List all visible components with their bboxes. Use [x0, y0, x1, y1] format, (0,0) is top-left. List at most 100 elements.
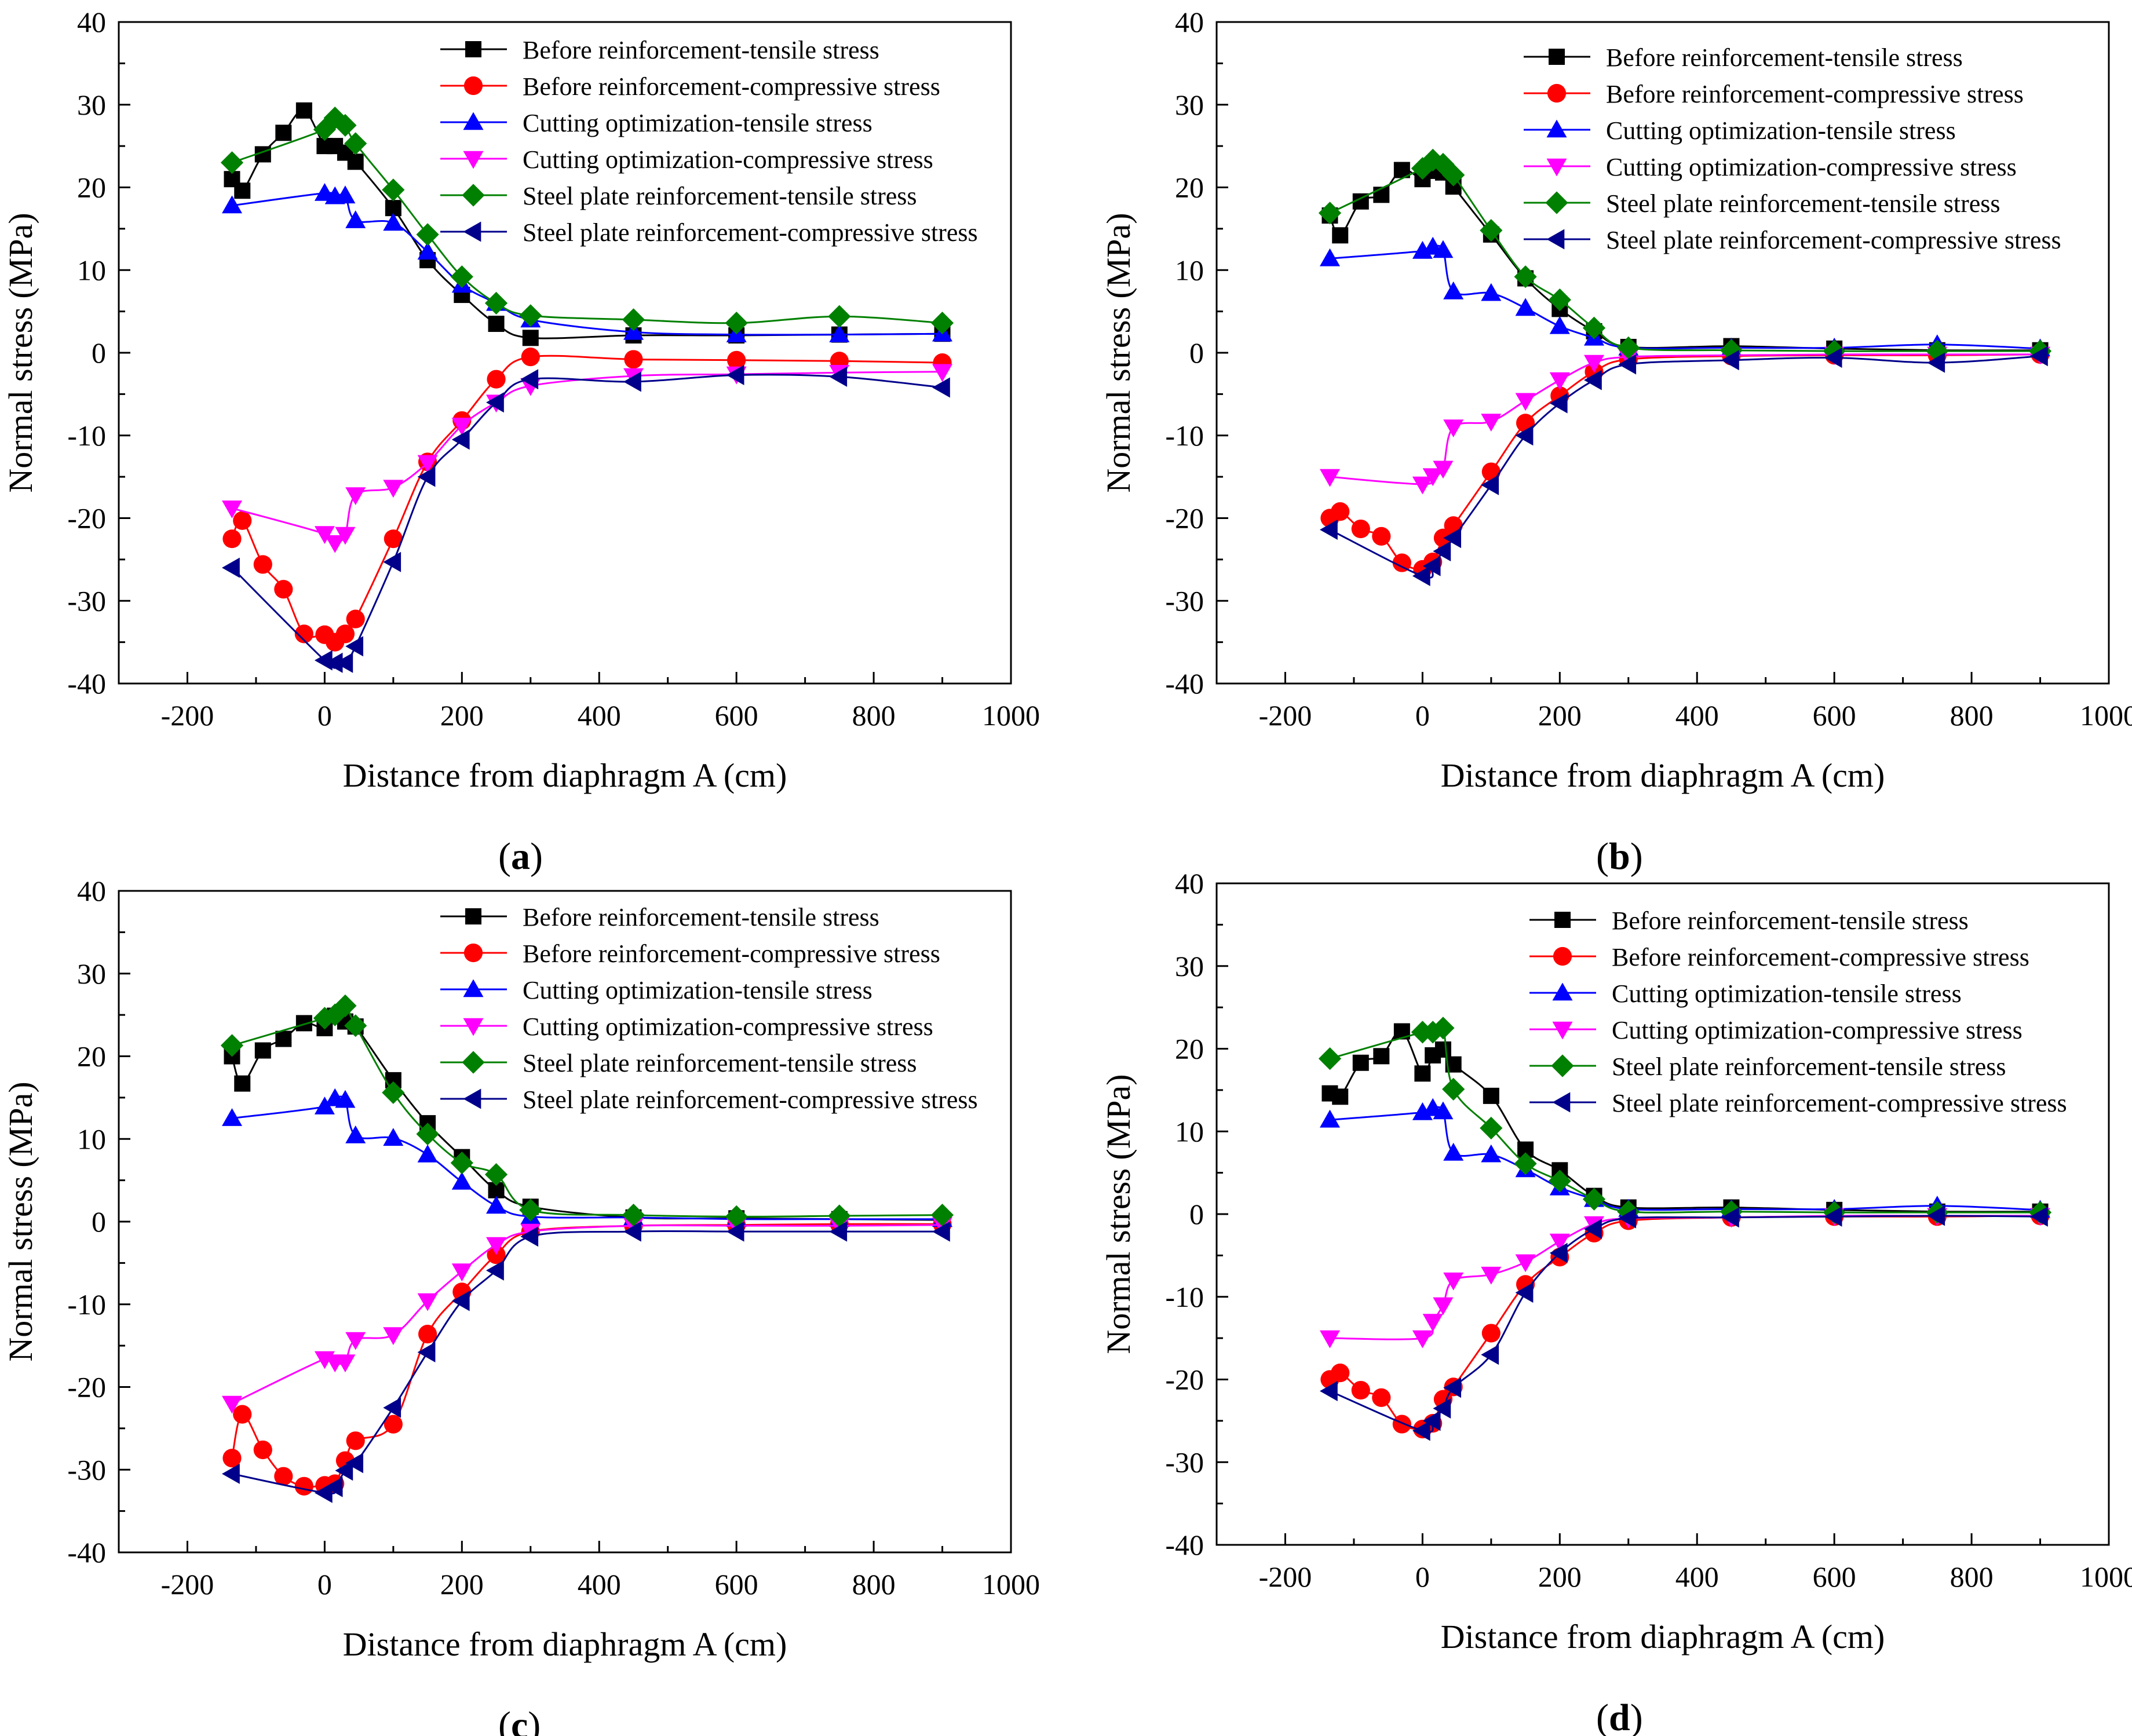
data-point [222, 1395, 242, 1414]
data-point [417, 1293, 438, 1311]
y-tick-label: 30 [1175, 89, 1204, 121]
data-point [828, 305, 851, 328]
legend-marker [1546, 119, 1567, 138]
x-tick-label: 400 [578, 1568, 621, 1600]
series-line [231, 109, 943, 339]
data-point [382, 1081, 405, 1104]
y-tick-label: 0 [1189, 1198, 1204, 1230]
x-tick-label: 800 [852, 1568, 896, 1600]
data-point [274, 580, 293, 599]
panel-label-paren: ) [530, 835, 543, 878]
x-tick-label: 0 [1415, 1560, 1430, 1593]
data-point [417, 455, 438, 473]
series-0 [224, 102, 951, 346]
legend-label: Before reinforcement-compressive stress [1612, 943, 2029, 971]
x-tick-label: 0 [1415, 699, 1430, 732]
data-point [1515, 393, 1536, 411]
x-axis-label: Distance from diaphragm A (cm) [1441, 756, 1885, 794]
data-point [1442, 1077, 1465, 1101]
data-point [1618, 354, 1637, 375]
data-point [383, 1327, 404, 1346]
data-point [1442, 163, 1465, 187]
data-point [451, 1263, 472, 1282]
panel-d: -200 0 200 400 600 800 1000 -40 -30 -20 -10 0 10 20 30… [1100, 867, 2132, 1736]
data-point [1320, 520, 1338, 540]
legend-label: Before reinforcement-tensile stress [523, 36, 879, 64]
data-point [1332, 227, 1349, 244]
data-point [1515, 1254, 1536, 1273]
data-point [1443, 281, 1464, 299]
y-tick-label: -10 [1165, 419, 1204, 452]
x-tick-label: 600 [715, 1568, 758, 1600]
data-point [294, 1476, 313, 1496]
data-point [1481, 414, 1502, 432]
y-tick-label: 20 [1175, 1033, 1204, 1065]
data-point [1422, 468, 1443, 487]
data-point [1392, 553, 1411, 572]
data-point [519, 304, 542, 327]
series-2 [222, 183, 952, 342]
data-point [1443, 419, 1464, 437]
data-point [1824, 1206, 1842, 1227]
data-point [622, 308, 645, 331]
data-point [726, 365, 744, 385]
data-point [1414, 1065, 1431, 1082]
data-point [383, 480, 404, 498]
data-point [275, 125, 292, 141]
data-point [1584, 1219, 1602, 1240]
legend-marker [462, 184, 485, 207]
data-point [418, 1325, 437, 1344]
data-point [222, 500, 242, 518]
data-point [623, 1221, 641, 1242]
data-point [274, 1467, 293, 1486]
data-point [1582, 316, 1606, 339]
data-point [220, 1034, 244, 1057]
series-4 [1318, 1017, 2052, 1224]
data-point [1618, 1208, 1637, 1229]
series-5 [1320, 1205, 2048, 1441]
data-point [828, 1204, 851, 1227]
data-point [1549, 372, 1570, 390]
y-tick-label: 0 [92, 1205, 106, 1238]
data-point [1422, 1314, 1443, 1332]
data-point [1411, 157, 1434, 180]
data-point [1480, 219, 1503, 242]
series-2 [1320, 236, 2050, 357]
legend-marker [1547, 83, 1567, 103]
legend-marker [1546, 158, 1567, 177]
data-point [1373, 1048, 1390, 1065]
y-tick-label: 40 [1175, 6, 1204, 38]
data-point [220, 151, 244, 174]
data-point [932, 1221, 950, 1242]
x-tick-label: 1000 [982, 1568, 1040, 1600]
panel-label-letter: c [511, 1704, 528, 1736]
panel-a: -200 0 200 400 600 800 1000 -40 -30 -20 -10 0 10 20 30… [2, 6, 1040, 878]
data-point [1927, 352, 1945, 373]
y-axis-label: Normal stress (MPa) [1100, 1074, 1137, 1354]
data-point [344, 1014, 367, 1037]
y-tick-label: 40 [1175, 867, 1204, 900]
data-point [222, 557, 240, 578]
y-tick-label: 10 [1175, 1115, 1204, 1147]
data-point [382, 178, 405, 202]
y-tick-label: 30 [77, 89, 106, 121]
legend-label: Before reinforcement-tensile stress [1612, 907, 1969, 935]
data-point [1549, 393, 1568, 414]
panel-label-paren: ( [498, 1704, 511, 1736]
legend-label: Steel plate reinforcement-compressive st… [1612, 1089, 2067, 1117]
x-tick-label: 400 [578, 699, 621, 732]
panel-label-paren: ) [528, 1704, 541, 1736]
data-point [1480, 1116, 1503, 1140]
data-point [1434, 1041, 1451, 1058]
data-point [1332, 1088, 1349, 1105]
x-tick-label: 0 [317, 1568, 332, 1600]
data-point [417, 242, 438, 260]
y-tick-label: -20 [67, 502, 106, 535]
x-tick-label: 600 [715, 699, 758, 732]
data-point [1549, 316, 1570, 334]
legend-label: Steel plate reinforcement-compressive st… [1606, 226, 2061, 254]
data-point [1433, 541, 1451, 562]
data-point [417, 466, 436, 487]
x-tick-label: 0 [317, 699, 332, 732]
panel-label-letter: d [1609, 1697, 1630, 1736]
